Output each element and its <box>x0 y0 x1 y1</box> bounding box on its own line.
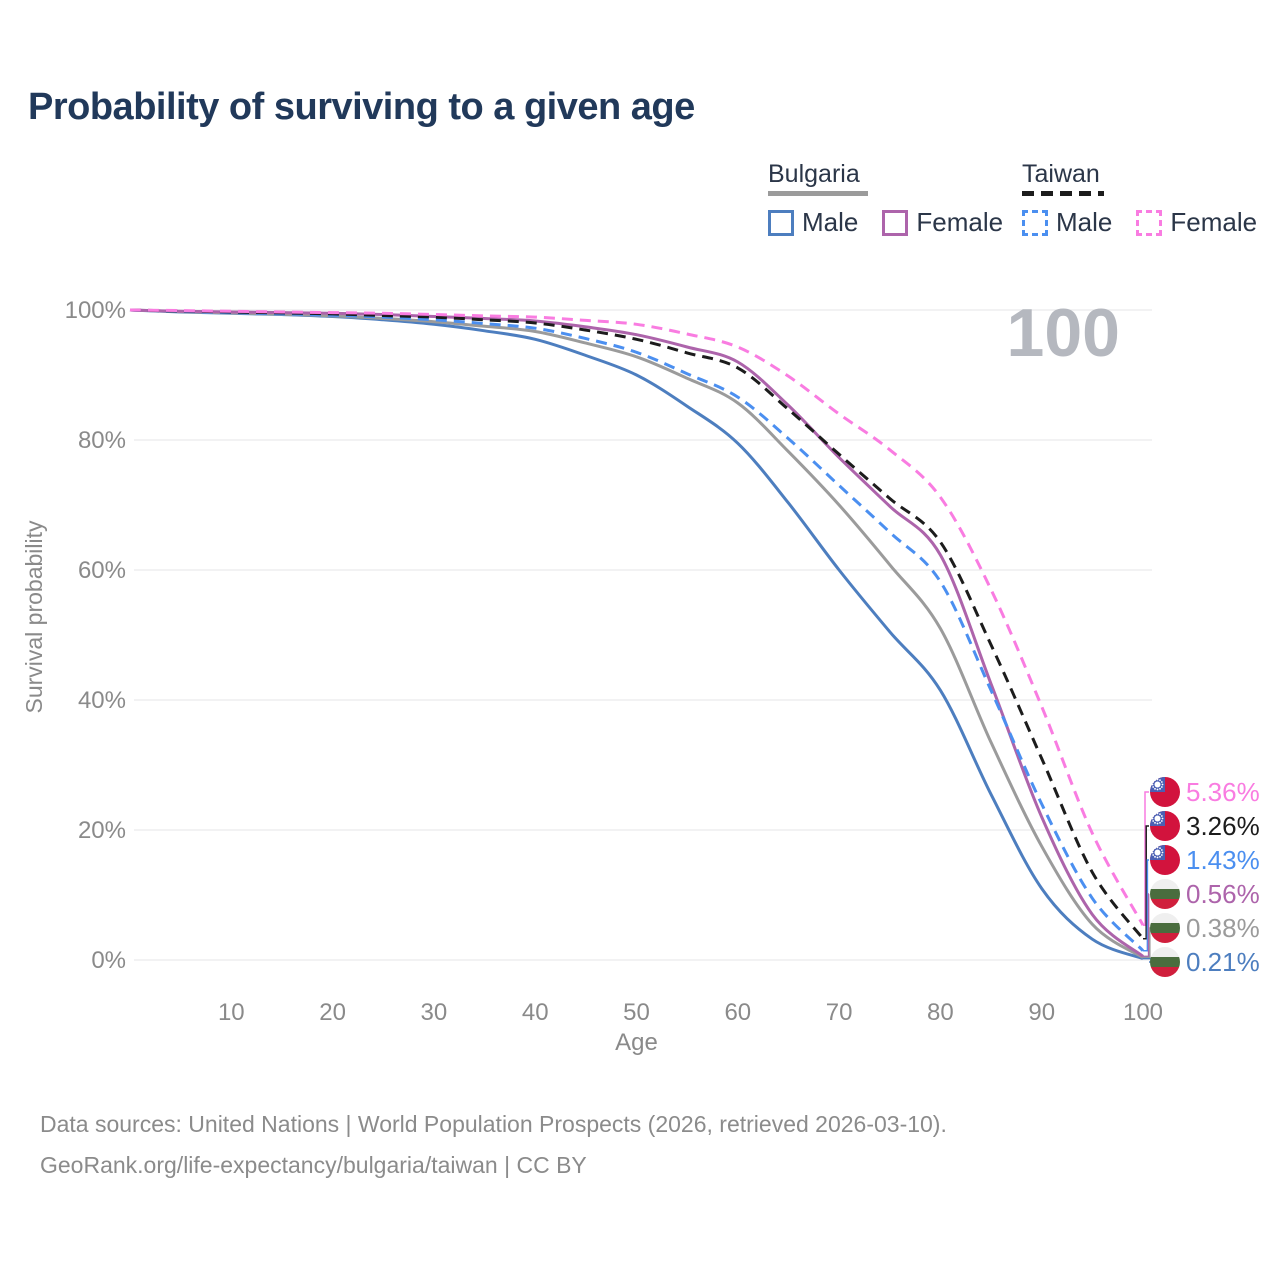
x-tick-label: 10 <box>218 999 245 1026</box>
x-tick-label: 100 <box>1123 999 1163 1026</box>
y-axis-label: Survival probability <box>21 520 47 714</box>
footer: Data sources: United Nations | World Pop… <box>40 1104 947 1186</box>
legend-swatch-bulgaria-female-icon[interactable] <box>882 209 909 236</box>
end-label-bulgaria: 0.38% <box>1186 913 1260 943</box>
legend-title-taiwan: Taiwan <box>1022 160 1100 188</box>
curve-taiwan <box>129 308 1145 940</box>
legend-group-bulgaria: Bulgaria Male Female <box>768 160 1003 238</box>
legend-title-bulgaria: Bulgaria <box>768 160 860 188</box>
chart-title: Probability of surviving to a given age <box>28 86 695 128</box>
legend-items-bulgaria: Male Female <box>768 207 1003 238</box>
y-tick-label: 80% <box>78 427 126 454</box>
legend-swatch-bulgaria-male-icon[interactable] <box>768 209 794 236</box>
legend-item-bulgaria-male[interactable]: Male <box>768 207 858 238</box>
end-label-bulgaria-female: 0.56% <box>1186 879 1260 909</box>
end-label-taiwan: 3.26% <box>1186 811 1260 841</box>
curve-bulgaria-female <box>129 308 1144 958</box>
x-axis-label: Age <box>615 1029 658 1056</box>
footer-attribution: GeoRank.org/life-expectancy/bulgaria/tai… <box>40 1152 587 1178</box>
curve-taiwan-female <box>129 308 1145 926</box>
legend-swatch-taiwan-female-icon[interactable] <box>1136 209 1163 236</box>
legend-label-taiwan-female: Female <box>1170 207 1258 237</box>
legend-swatch-taiwan-male-icon[interactable] <box>1022 209 1048 236</box>
curve-bulgaria <box>129 308 1144 959</box>
x-tick-label: 50 <box>623 999 650 1026</box>
footer-data-sources: Data sources: United Nations | World Pop… <box>40 1111 947 1137</box>
bulgaria-flag-icon <box>1150 913 1180 943</box>
leader-line-bulgaria <box>1143 927 1151 959</box>
x-tick-label: 80 <box>927 999 954 1026</box>
legend-label-bulgaria-male: Male <box>802 207 859 237</box>
bulgaria-flag-icon <box>1150 879 1180 909</box>
legend-underline-bulgaria <box>768 191 868 196</box>
curve-bulgaria-male <box>129 308 1144 961</box>
x-tick-label: 20 <box>319 999 346 1026</box>
legend-label-bulgaria-female: Female <box>916 207 1004 237</box>
x-tick-label: 70 <box>826 999 853 1026</box>
taiwan-flag-icon <box>1150 811 1180 841</box>
taiwan-flag-icon <box>1150 777 1180 807</box>
legend-item-taiwan-male[interactable]: Male <box>1022 207 1112 238</box>
end-label-taiwan-male: 1.43% <box>1186 845 1260 875</box>
age-counter-watermark: 100 <box>1007 295 1120 371</box>
end-label-taiwan-female: 5.36% <box>1186 777 1260 807</box>
y-tick-label: 40% <box>78 687 126 714</box>
y-tick-label: 20% <box>78 817 126 844</box>
x-tick-label: 40 <box>522 999 549 1026</box>
leader-line-taiwan <box>1143 825 1149 940</box>
legend-item-bulgaria-female[interactable]: Female <box>882 207 1003 238</box>
y-tick-label: 100% <box>65 297 126 324</box>
leader-line-taiwan-male <box>1143 859 1149 952</box>
curve-taiwan-male <box>129 308 1145 952</box>
legend-items-taiwan: Male Female <box>1022 207 1257 238</box>
y-tick-label: 60% <box>78 557 126 584</box>
taiwan-flag-icon <box>1150 845 1180 875</box>
leader-line-taiwan-female <box>1143 791 1149 926</box>
end-label-bulgaria-male: 0.21% <box>1186 947 1260 977</box>
legend-group-taiwan: Taiwan Male Female <box>1022 160 1257 238</box>
x-tick-label: 60 <box>724 999 751 1026</box>
leader-line-bulgaria-female <box>1143 893 1150 958</box>
legend-underline-taiwan <box>1022 191 1104 196</box>
x-tick-label: 30 <box>421 999 448 1026</box>
legend-item-taiwan-female[interactable]: Female <box>1136 207 1257 238</box>
legend-label-taiwan-male: Male <box>1056 207 1113 237</box>
y-tick-label: 0% <box>91 947 126 974</box>
bulgaria-flag-icon <box>1150 947 1180 977</box>
x-tick-label: 90 <box>1028 999 1055 1026</box>
